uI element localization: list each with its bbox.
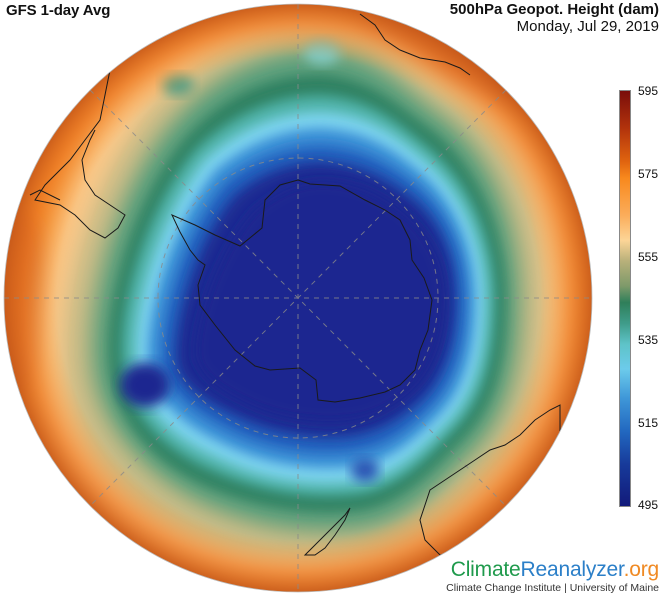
polar-map [3, 3, 593, 593]
antarctica-outline [170, 179, 433, 403]
variable-label: 500hPa Geopot. Height (dam) [449, 1, 659, 18]
colorbar-tick-515: 515 [638, 416, 659, 430]
height-field [4, 4, 592, 592]
climate-reanalyzer-logo[interactable]: ClimateReanalyzer.org Climate Change Ins… [446, 558, 659, 595]
date-label: Monday, Jul 29, 2019 [516, 18, 659, 35]
colorbar-tick-535: 535 [638, 333, 659, 347]
title-block: 500hPa Geopot. Height (dam) Monday, Jul … [450, 1, 659, 35]
brand-subtitle: Climate Change Institute | University of… [446, 582, 659, 594]
graticule [4, 4, 592, 592]
colorbar-tick-595: 595 [638, 84, 659, 98]
colorbar-tick-495: 495 [638, 498, 659, 512]
brand-wordmark: ClimateReanalyzer.org [450, 558, 659, 581]
new-zealand-outline [303, 507, 351, 556]
model-label: GFS 1-day Avg [6, 2, 111, 19]
south-america-outline [34, 69, 126, 239]
colorbar [619, 90, 631, 507]
colorbar-tick-555: 555 [638, 250, 659, 264]
colorbar-tick-575: 575 [638, 167, 659, 181]
